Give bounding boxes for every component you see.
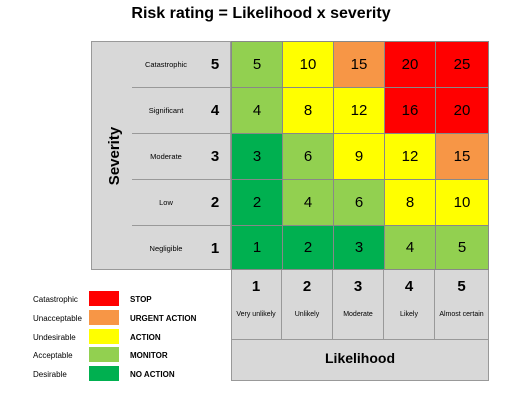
likelihood-column: 1 Very unlikely (231, 270, 282, 340)
risk-cell: 20 (436, 88, 488, 134)
risk-cell: 8 (283, 88, 334, 134)
legend-name: Unacceptable (33, 313, 82, 323)
legend-action: NO ACTION (130, 369, 175, 379)
risk-cell: 15 (334, 42, 385, 88)
severity-row: Negligible 1 (132, 225, 231, 271)
risk-matrix-grid: 5 10 15 20 25 4 8 12 16 20 3 6 9 12 15 2 4 6 8 10 1 2 3 4 5 (231, 41, 489, 270)
risk-cell: 10 (283, 42, 334, 88)
legend-name: Catastrophic (33, 294, 78, 304)
likelihood-number: 5 (457, 278, 466, 295)
severity-divider (132, 179, 231, 180)
legend-row: Undesirable ACTION (33, 329, 223, 345)
legend-action: ACTION (130, 332, 161, 342)
risk-cell: 4 (283, 180, 334, 226)
severity-number: 3 (210, 147, 220, 165)
legend-action: MONITOR (130, 350, 168, 360)
likelihood-name: Almost certain (439, 311, 484, 318)
likelihood-number: 4 (404, 278, 414, 295)
risk-cell: 20 (385, 42, 436, 88)
legend-row: Catastrophic STOP (33, 291, 223, 307)
risk-cell: 5 (436, 226, 488, 269)
likelihood-panel (231, 270, 489, 381)
legend-swatch (89, 366, 119, 381)
legend-swatch (89, 310, 119, 325)
likelihood-column: 2 Unlikely (282, 270, 333, 340)
risk-cell: 5 (232, 42, 283, 88)
risk-cell: 12 (334, 88, 385, 134)
legend-name: Desirable (33, 369, 67, 379)
severity-number: 2 (210, 193, 220, 211)
likelihood-axis-label: Likelihood (325, 350, 395, 366)
severity-number: 4 (210, 101, 220, 119)
severity-axis-label-text: Severity (106, 126, 123, 186)
risk-cell: 1 (232, 226, 283, 269)
page-title: Risk rating = Likelihood x severity (131, 5, 391, 22)
severity-name: Catastrophic (144, 59, 188, 69)
severity-number: 1 (210, 239, 220, 257)
legend-swatch (89, 347, 119, 362)
risk-cell: 6 (283, 134, 334, 180)
severity-row: Significant 4 (132, 87, 231, 133)
risk-cell: 2 (283, 226, 334, 269)
legend-action: URGENT ACTION (130, 313, 197, 323)
legend-swatch (89, 329, 119, 344)
severity-name: Negligible (149, 243, 183, 253)
severity-row: Moderate 3 (132, 133, 231, 179)
likelihood-name: Very unlikely (236, 311, 276, 318)
likelihood-name: Unlikely (294, 311, 320, 318)
severity-row: Catastrophic 5 (132, 41, 231, 87)
severity-divider (132, 225, 231, 226)
likelihood-name: Likely (400, 311, 418, 318)
legend-swatch (89, 291, 119, 306)
likelihood-column: 4 Likely (384, 270, 435, 340)
risk-cell: 15 (436, 134, 488, 180)
risk-cell: 6 (334, 180, 385, 226)
severity-divider (132, 133, 231, 134)
risk-cell: 9 (334, 134, 385, 180)
legend-name: Undesirable (33, 332, 76, 342)
legend-row: Unacceptable URGENT ACTION (33, 310, 223, 326)
risk-cell: 10 (436, 180, 488, 226)
risk-cell: 16 (385, 88, 436, 134)
legend-name: Acceptable (33, 350, 73, 360)
risk-cell: 12 (385, 134, 436, 180)
severity-row: Low 2 (132, 179, 231, 225)
likelihood-column: 3 Moderate (333, 270, 384, 340)
risk-cell: 2 (232, 180, 283, 226)
likelihood-number: 2 (302, 278, 312, 295)
severity-divider (132, 87, 231, 88)
likelihood-number: 3 (353, 278, 363, 295)
risk-cell: 4 (232, 88, 283, 134)
severity-number: 5 (210, 55, 220, 73)
severity-name: Low (159, 197, 173, 207)
risk-cell: 25 (436, 42, 488, 88)
legend-action: STOP (130, 294, 152, 304)
severity-panel (91, 41, 231, 270)
risk-cell: 4 (385, 226, 436, 269)
risk-cell: 8 (385, 180, 436, 226)
risk-cell: 3 (232, 134, 283, 180)
likelihood-number: 1 (251, 278, 261, 295)
risk-cell: 3 (334, 226, 385, 269)
likelihood-name: Moderate (343, 311, 373, 318)
severity-name: Significant (148, 105, 184, 115)
legend-row: Acceptable MONITOR (33, 347, 223, 363)
likelihood-column: 5 Almost certain (435, 270, 489, 340)
legend-row: Desirable NO ACTION (33, 366, 223, 382)
severity-name: Moderate (150, 151, 182, 161)
